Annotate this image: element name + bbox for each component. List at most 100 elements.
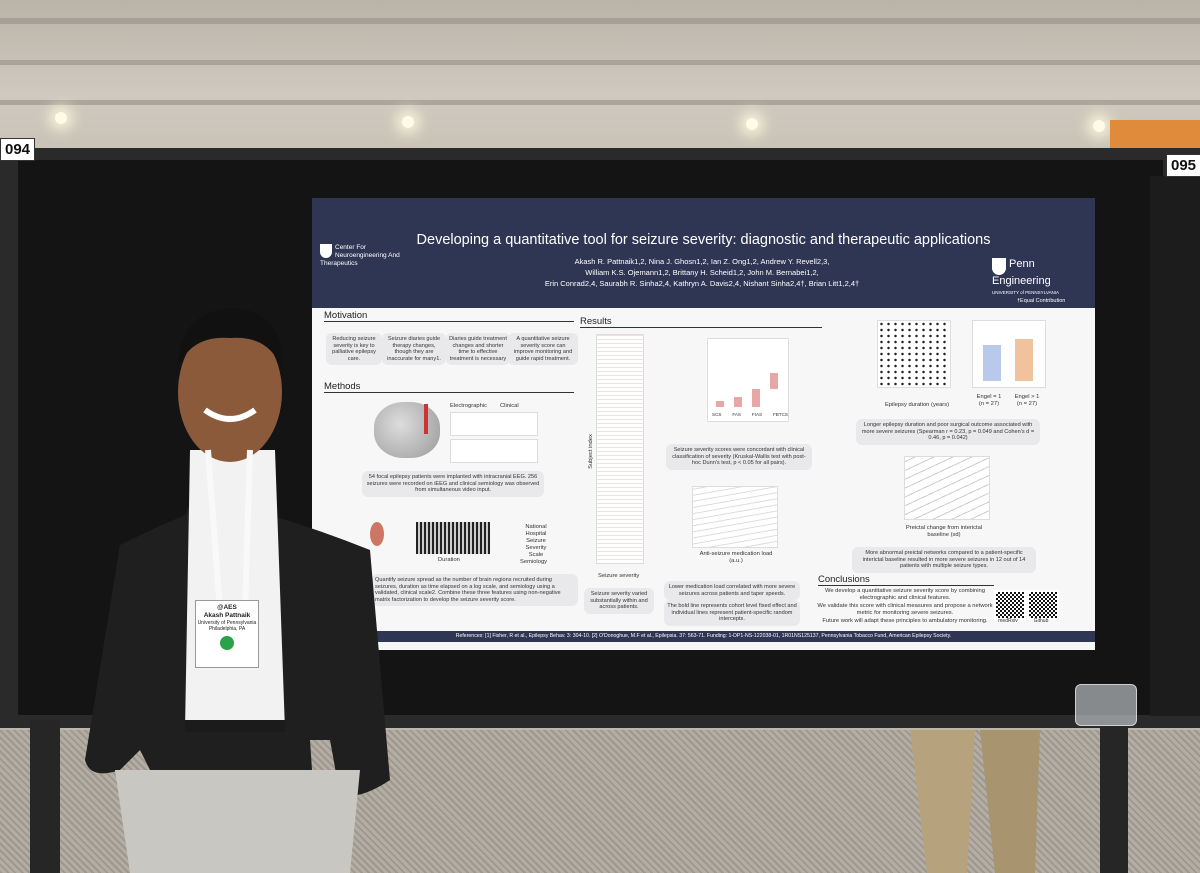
box-fias <box>752 389 760 407</box>
conclusion-line: We develop a quantitative seizure severi… <box>824 588 986 601</box>
booth-number-left: 094 <box>0 138 36 161</box>
badge-name: Akash Pattnaik <box>203 612 251 619</box>
badge-affiliation: University of Pennsylvania Philadelphia,… <box>197 620 257 632</box>
ceiling-beam <box>0 18 1200 24</box>
severity-distribution-plot <box>596 334 644 564</box>
conclusion-line: We validate this score with clinical mea… <box>817 603 993 616</box>
methods-heading: Methods <box>324 381 574 393</box>
tick-fas: FAS <box>732 412 741 417</box>
box-fas <box>734 397 742 407</box>
qr-code-icon <box>994 590 1026 620</box>
cnt-logo: Center For Neuroengineering And Therapeu… <box>320 244 400 268</box>
engineering-text: Engineering <box>992 275 1051 287</box>
motivation-item: A quantitative seizure severity score ca… <box>508 333 578 366</box>
spread-heatmap <box>416 522 490 554</box>
authors-line: William K.S. Ojemann1,2, Brittany H. Sch… <box>585 268 819 277</box>
preictal-axis-label: Preictal change from interictal baseline… <box>905 525 983 538</box>
electrographic-label: Electrographic <box>450 403 488 409</box>
results-caption: Seizure severity varied substantially wi… <box>584 588 654 614</box>
tick-fias: FIAS <box>751 412 763 417</box>
eeg-trace-figure <box>450 412 538 436</box>
penn-engineering-logo: Penn Engineering UNIVERSITY of PENNSYLVA… <box>992 258 1059 299</box>
ceiling-light <box>55 112 67 124</box>
subject-index-label: Subject index <box>587 434 594 469</box>
trousers <box>115 770 360 873</box>
ceiling <box>0 0 1200 160</box>
brain-network-icon <box>370 522 384 546</box>
boxplot-figure: SCS FAS FIAS FBTCS <box>707 338 789 422</box>
methods-caption: Quantify seizure spread as the number of… <box>372 574 578 607</box>
clinical-label: Clinical <box>500 403 519 409</box>
conclusions-heading: Conclusions <box>818 574 994 586</box>
engel2-label: Engel > 1 (n = 27) <box>1010 394 1044 408</box>
poster-footer: References: [1] Fisher, R et al., Epilep… <box>312 631 1095 642</box>
medication-load-plot <box>692 486 778 548</box>
lanyard <box>205 449 223 611</box>
poster-header <box>312 198 1095 308</box>
github-label: Github <box>1033 618 1049 624</box>
semiology-label: Semiology <box>520 559 548 565</box>
results-caption: More abnormal preictal networks compared… <box>852 547 1036 573</box>
ceiling-beam <box>0 100 1200 105</box>
results-caption: Seizure severity scores were concordant … <box>666 444 812 470</box>
results-caption: Lower medication load correlated with mo… <box>664 581 800 601</box>
authors-line: Erin Conrad2,4, Saurabh R. Sinha2,4, Kat… <box>544 279 860 288</box>
box-fbtcs <box>770 373 778 389</box>
shield-icon <box>992 258 1006 275</box>
smile <box>203 407 257 422</box>
belt <box>185 720 285 732</box>
engel1-n: (n = 27) <box>978 401 1000 407</box>
medrxiv-label: medRxiv <box>998 618 1018 624</box>
engel1-text: Engel = 1 <box>976 394 1002 400</box>
box-scs <box>716 401 724 407</box>
box-tick-labels: SCS FAS FIAS FBTCS <box>712 411 788 418</box>
right-leg <box>980 730 1040 873</box>
cnt-logo-text: Center For Neuroengineering And Therapeu… <box>320 244 400 267</box>
engel2-box <box>1015 339 1033 381</box>
tick-fbtcs: FBTCS <box>772 412 788 417</box>
shirt <box>185 450 285 730</box>
poster: Developing a quantitative tool for seizu… <box>312 198 1095 650</box>
nhsss-label: National Hospital Seizure Severity Scale <box>525 524 547 558</box>
ceiling-light <box>402 116 414 128</box>
plastic-bag <box>1075 684 1137 726</box>
badge-org: @AES <box>217 604 237 611</box>
methods-caption: 54 focal epilepsy patients were implante… <box>362 471 544 497</box>
electrode-marker <box>424 404 428 434</box>
duration-axis-label: Epilepsy duration (years) <box>884 402 950 408</box>
preictal-plot <box>904 456 990 520</box>
motivation-item: Reducing seizure severity is key to pall… <box>326 333 382 366</box>
left-leg <box>910 730 975 873</box>
green-dot-icon <box>220 636 234 650</box>
booth-number-right: 095 <box>1166 154 1200 177</box>
shield-icon <box>320 244 332 258</box>
hair <box>177 308 283 370</box>
motivation-item: Diaries guide treatment changes and shor… <box>446 333 510 366</box>
passerby-legs <box>910 730 1040 873</box>
tick-scs: SCS <box>712 412 722 417</box>
engel2-text: Engel > 1 <box>1014 394 1040 400</box>
authors-line: Akash R. Pattnaik1,2, Nina J. Ghosn1,2, … <box>574 257 830 266</box>
medication-axis-label: Anti-seizure medication load (a.u.) <box>699 551 773 564</box>
results-heading: Results <box>580 316 822 328</box>
board-leg-right <box>1100 720 1128 873</box>
face <box>178 322 282 462</box>
ceiling-light <box>746 118 758 130</box>
results-caption: Longer epilepsy duration and poor surgic… <box>856 419 1040 445</box>
presenter <box>85 308 390 873</box>
upenn-text: UNIVERSITY of PENNSYLVANIA <box>992 290 1060 295</box>
duration-label: Duration <box>438 557 460 563</box>
engel1-box <box>983 345 1001 381</box>
engel1-label: Engel = 1 (n = 27) <box>972 394 1006 408</box>
neighbor-board <box>1150 176 1200 716</box>
poster-authors: Akash R. Pattnaik1,2, Nina J. Ghosn1,2, … <box>522 256 882 289</box>
engel2-n: (n = 27) <box>1016 401 1038 407</box>
results-caption: The bold line represents cohort level fi… <box>664 600 800 626</box>
penn-text: Penn <box>1009 258 1035 270</box>
equal-contribution-note: †Equal Contribution <box>1017 298 1066 304</box>
brain-image <box>374 402 440 458</box>
qr-code-icon <box>1027 590 1059 620</box>
severity-axis-label: Seizure severity <box>598 573 640 579</box>
ceiling-light <box>1093 120 1105 132</box>
engel-outcome-plot <box>972 320 1046 388</box>
